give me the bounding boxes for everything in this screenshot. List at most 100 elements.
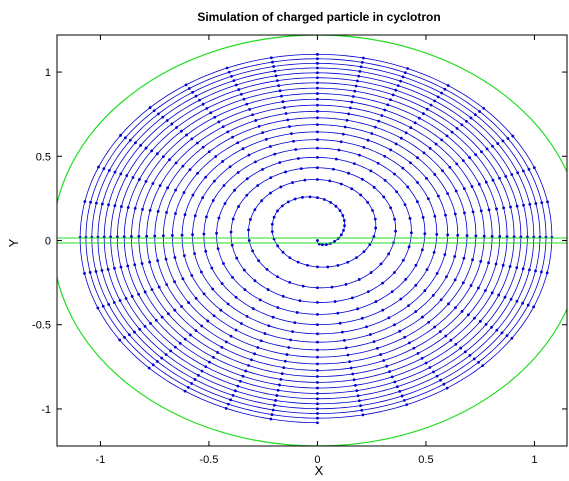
- trajectory-marker: [352, 378, 356, 382]
- trajectory-marker: [358, 70, 362, 73]
- trajectory-marker: [505, 235, 509, 239]
- trajectory-marker: [271, 315, 275, 319]
- trajectory-marker: [459, 346, 463, 350]
- trajectory-marker: [89, 200, 92, 204]
- trajectory-marker: [462, 256, 466, 260]
- trajectory-marker: [150, 149, 154, 153]
- trajectory-marker: [357, 399, 361, 403]
- trajectory-marker: [479, 209, 483, 213]
- trajectory-marker: [522, 203, 525, 207]
- trajectory-marker: [193, 214, 197, 218]
- trajectory-marker: [417, 116, 421, 120]
- trajectory-marker: [152, 109, 156, 113]
- trajectory-marker: [316, 421, 319, 425]
- trajectory-marker: [406, 185, 410, 189]
- trajectory-marker: [183, 337, 187, 341]
- trajectory-marker: [133, 263, 137, 267]
- trajectory-marker: [341, 214, 345, 217]
- trajectory-marker: [160, 356, 164, 360]
- y-tick-label: 0.5: [36, 151, 51, 163]
- trajectory-marker: [254, 119, 258, 122]
- trajectory-marker: [399, 79, 403, 83]
- trajectory-marker: [515, 204, 519, 208]
- trajectory-marker: [94, 201, 98, 205]
- trajectory-marker: [528, 268, 531, 272]
- trajectory-marker: [284, 170, 287, 174]
- trajectory-marker: [157, 285, 161, 289]
- trajectory-marker: [354, 84, 358, 88]
- trajectory-marker: [376, 161, 380, 165]
- trajectory-marker: [435, 374, 439, 378]
- trajectory-marker: [528, 202, 532, 206]
- trajectory-marker: [413, 121, 417, 125]
- trajectory-marker: [200, 324, 204, 328]
- trajectory-marker: [283, 106, 286, 109]
- trajectory-marker: [446, 84, 450, 87]
- trajectory-marker: [113, 170, 117, 174]
- trajectory-marker: [276, 244, 280, 248]
- trajectory-marker: [173, 345, 177, 349]
- trajectory-marker: [348, 360, 352, 364]
- trajectory-marker: [187, 301, 191, 304]
- trajectory-marker: [316, 71, 319, 75]
- trajectory-marker: [247, 364, 250, 367]
- trajectory-marker: [231, 394, 235, 397]
- trajectory-marker: [356, 79, 359, 83]
- trajectory-marker: [316, 86, 319, 90]
- trajectory-marker: [182, 254, 186, 258]
- y-tick-label: -1: [41, 404, 51, 416]
- trajectory-marker: [336, 263, 340, 267]
- trajectory-marker: [395, 385, 399, 389]
- trajectory-marker: [366, 200, 370, 204]
- trajectory-marker: [183, 389, 187, 393]
- data-layer: [57, 35, 567, 446]
- trajectory-marker: [339, 182, 343, 186]
- trajectory-marker: [409, 231, 413, 235]
- trajectory-marker: [505, 334, 509, 338]
- trajectory-marker: [362, 250, 366, 254]
- trajectory-marker: [389, 206, 393, 210]
- trajectory-marker: [465, 119, 468, 123]
- trajectory-marker: [224, 340, 228, 344]
- trajectory-marker: [394, 229, 397, 233]
- trajectory-marker: [293, 197, 297, 201]
- trajectory-marker: [257, 125, 261, 128]
- trajectory-marker: [316, 97, 319, 101]
- trajectory-marker: [289, 338, 292, 342]
- trajectory-marker: [447, 302, 450, 306]
- trajectory-marker: [527, 167, 531, 171]
- trajectory-marker: [222, 262, 225, 265]
- trajectory-marker: [403, 398, 406, 402]
- trajectory-marker: [362, 56, 365, 60]
- trajectory-marker: [336, 311, 340, 315]
- trajectory-marker: [360, 177, 364, 181]
- trajectory-marker: [119, 133, 122, 137]
- trajectory-marker: [482, 234, 486, 238]
- trajectory-marker: [359, 65, 363, 69]
- trajectory-marker: [245, 193, 249, 197]
- trajectory-marker: [322, 198, 326, 201]
- trajectory-marker: [359, 193, 363, 197]
- trajectory-marker: [534, 269, 537, 273]
- trajectory-marker: [123, 136, 127, 140]
- trajectory-marker: [340, 330, 344, 334]
- trajectory-marker: [361, 413, 365, 417]
- trajectory-marker: [316, 66, 319, 70]
- trajectory-marker: [365, 325, 368, 329]
- trajectory-marker: [217, 120, 221, 124]
- trajectory-marker: [271, 60, 274, 64]
- trajectory-marker: [484, 322, 488, 326]
- trajectory-marker: [226, 302, 230, 306]
- trajectory-marker: [133, 330, 136, 334]
- trajectory-marker: [234, 83, 238, 87]
- trajectory-marker: [501, 139, 505, 143]
- trajectory-marker: [383, 154, 387, 158]
- trajectory-marker: [423, 232, 427, 236]
- trajectory-marker: [221, 125, 225, 129]
- trajectory-marker: [286, 118, 290, 122]
- trajectory-marker: [428, 146, 432, 150]
- trajectory-marker: [390, 290, 394, 294]
- trajectory-marker: [496, 142, 500, 145]
- trajectory-marker: [316, 109, 319, 113]
- trajectory-marker: [269, 56, 273, 60]
